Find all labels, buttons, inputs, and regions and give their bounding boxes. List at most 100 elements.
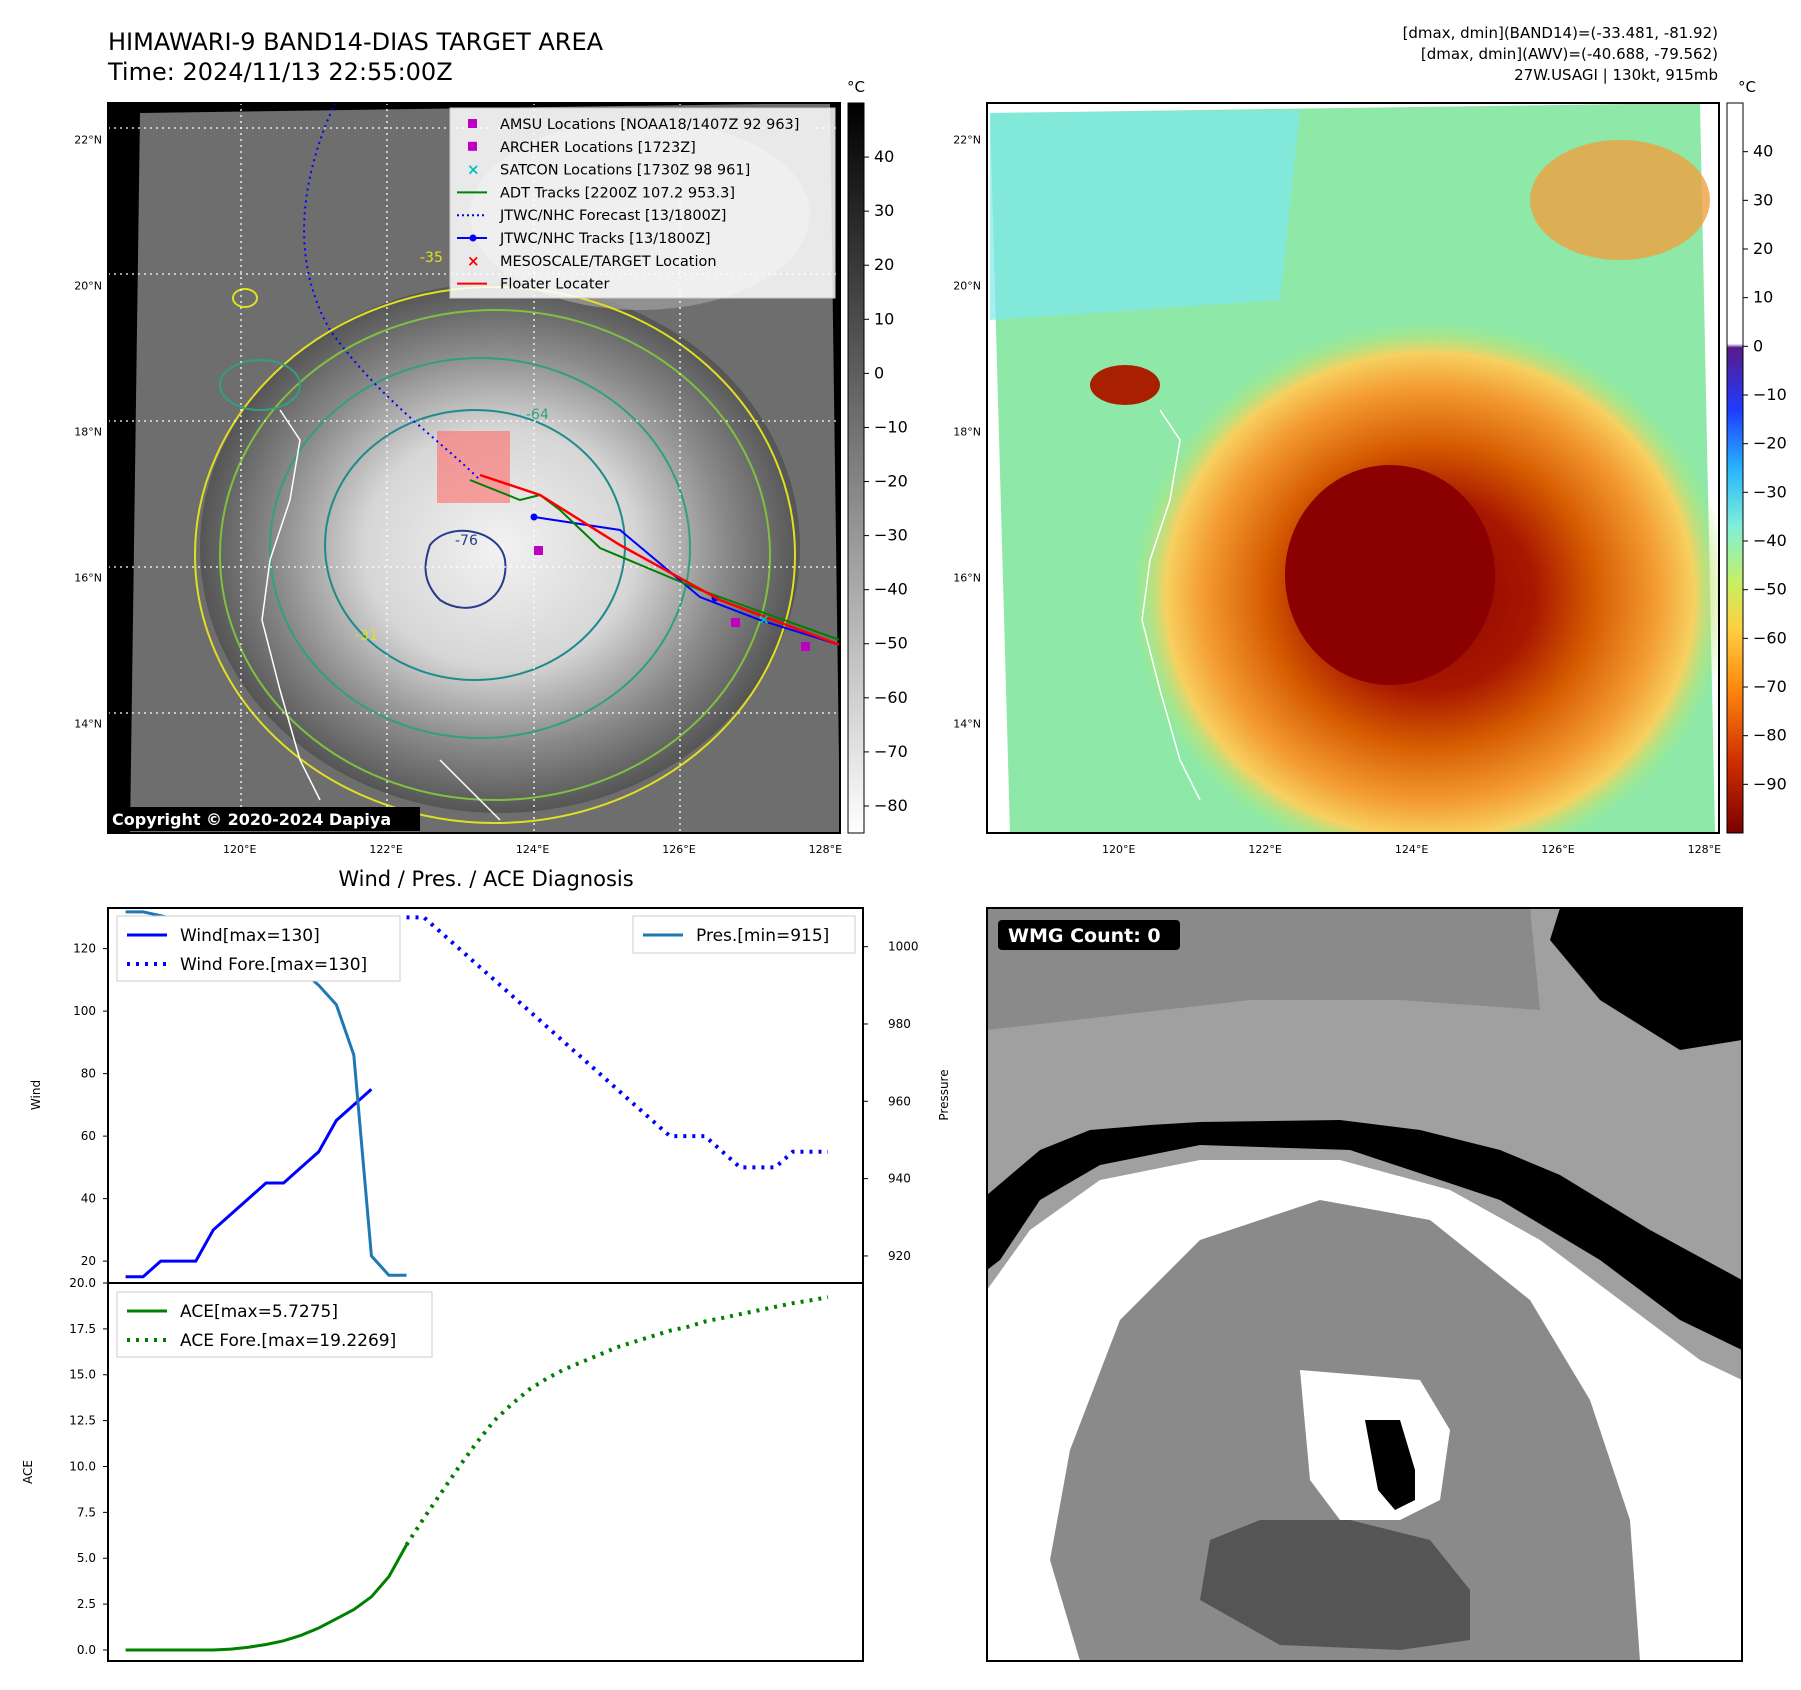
legend-label: Wind[max=130] [180,926,320,946]
series-line-0 [125,1088,373,1279]
colorbar-color: °C 40 30 20 10 0 −10 −20 −30 −40 −50 −60 −70 −80 −90 [1726,78,1787,834]
copyright-text: Copyright © 2020-2024 Dapiya [112,810,391,829]
y-tick-label: 17.5 [69,1322,96,1336]
contour-label: -64 [526,407,549,423]
legend-wind: Wind[max=130] Wind Fore.[max=130] [116,915,401,982]
colorbar-tick-label: 0 [874,363,884,382]
legend-ace: ACE[max=5.7275] ACE Fore.[max=19.2269] [116,1291,433,1358]
colorbar-tick-label: −10 [1753,385,1787,404]
legend-marker [468,141,477,151]
colorbar-tick-label: 0 [1753,336,1763,355]
map-frame [986,102,1720,834]
ace-chart: 0.0 2.5 5.0 7.5 10.0 12.5 15.0 17.5 20.0 ACE ACE… [21,1276,864,1662]
contour-island [219,359,301,411]
archer-marker [731,618,740,627]
colorbar-tick-label: 10 [874,309,894,328]
y-tick-label-right: 920 [888,1249,911,1263]
lon-tick-label: 124°E [516,843,549,856]
wmg-frame [986,907,1743,1662]
legend-label: ADT Tracks [2200Z 107.2 953.3] [500,185,735,201]
legend-marker: × [467,161,480,179]
lat-tick-label: 14°N [74,718,102,731]
colorbar-tick-label: −20 [1753,434,1787,453]
jtwc-point [530,513,538,521]
legend-marker [469,234,477,242]
ace-series-line-1 [404,1295,829,1546]
legend-label: MESOSCALE/TARGET Location [500,254,717,270]
contour-green-outer [219,309,771,801]
colorbar-tick-label: 20 [874,255,894,274]
ace-series-line-0 [125,1544,408,1652]
cool-region [990,110,1300,320]
figure-time: Time: 2024/11/13 22:55:00Z [107,58,453,86]
y-tick-label: 20 [81,1254,96,1268]
figure-title: HIMAWARI-9 BAND14-DIAS TARGET AREA [108,28,604,56]
y-tick-label: 60 [81,1129,96,1143]
legend-label: ACE[max=5.7275] [180,1302,338,1322]
contour-label: -76 [455,533,478,549]
lat-tick-label: 16°N [953,572,981,585]
y-tick-label: 12.5 [69,1414,96,1428]
lon-tick-label: 124°E [1395,843,1428,856]
lat-tick-label: 22°N [74,134,102,147]
map-legend: AMSU Locations [NOAA18/1407Z 92 963] ARCH… [449,107,836,299]
y-axis-label: Wind [29,1080,43,1110]
lon-tick-label: 120°E [223,843,256,856]
colorbar-tick-label: 30 [1753,190,1773,209]
legend-label: ACE Fore.[max=19.2269] [180,1331,396,1351]
legend-marker: × [467,252,480,270]
floater-locater [479,473,840,647]
lat-tick-label: 18°N [953,426,981,439]
y-tick-label-right: 980 [888,1017,911,1031]
y-tick-label: 120 [73,942,96,956]
legend-label: JTWC/NHC Tracks [13/1800Z] [499,231,711,247]
colorbar-tick-label: −80 [874,796,908,815]
colorbar-tick-label: −40 [874,580,908,599]
lat-tick-label: 20°N [953,280,981,293]
y-tick-label: 5.0 [77,1551,96,1565]
colorbar-tick-label: −90 [1753,774,1787,793]
y-tick-label-right: 960 [888,1094,911,1108]
legend-marker [468,119,477,128]
contour-teal-inner [324,409,626,681]
satcon-marker: × [758,612,770,628]
diagnosis-title: Wind / Pres. / ACE Diagnosis [338,867,633,891]
storm-core [1285,465,1495,685]
colorbar-unit: °C [1738,78,1756,96]
colorbar-tick-label: −80 [1753,726,1787,745]
lat-tick-label: 14°N [953,718,981,731]
colorbar-tick-label: −60 [1753,628,1787,647]
amsu-marker [534,546,543,555]
colorbar-tick-label: −30 [874,526,908,545]
legend-label: JTWC/NHC Forecast [13/1800Z] [499,208,726,224]
wmg-eye-black [1365,1420,1415,1510]
island-convection [1090,365,1160,405]
wind-pressure-chart: 20 40 60 80 100 120 920 940 960 980 1000 Wind Pres… [29,907,951,1284]
lon-tick-label: 128°E [809,843,842,856]
lon-tick-label: 126°E [1541,843,1574,856]
lat-tick-label: 22°N [953,134,981,147]
enhanced-map-panel [986,102,1720,834]
colorbar-tick-label: 40 [1753,142,1773,161]
legend-label: Wind Fore.[max=130] [180,955,367,975]
y-tick-label: 0.0 [77,1643,96,1657]
lat-tick-label: 18°N [74,426,102,439]
lon-tick-label: 128°E [1688,843,1721,856]
info-storm: 27W.USAGI | 130kt, 915mb [1514,66,1718,84]
lon-tick-label: 126°E [662,843,695,856]
coastline-south [439,759,501,821]
ir-map-panel: × -64 -76 -31 -35 Copyright © 2020-2024 … [107,102,841,834]
y-tick-label: 80 [81,1067,96,1081]
info-band14: [dmax, dmin](BAND14)=(-33.481, -81.92) [1403,24,1718,42]
y-tick-label: 7.5 [77,1505,96,1519]
colorbar-tick-label: 40 [874,147,894,166]
legend-pressure: Pres.[min=915] [632,915,856,954]
y-tick-label-right: 1000 [888,940,919,954]
colorbar-unit: °C [847,78,865,96]
contour-label: -35 [420,250,443,266]
colorbar-tick-label: −10 [874,417,908,436]
lat-tick-label: 20°N [74,280,102,293]
colorbar-tick-label: 30 [874,201,894,220]
coastline-luzon [1141,409,1201,801]
